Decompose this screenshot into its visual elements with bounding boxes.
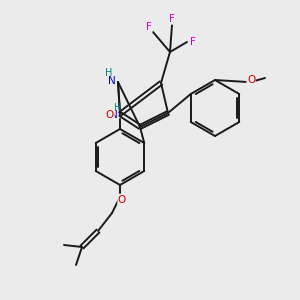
Text: N: N (110, 110, 118, 120)
Text: N: N (108, 76, 116, 86)
Text: O: O (247, 75, 255, 85)
Text: O: O (106, 110, 114, 120)
Text: F: F (146, 22, 152, 32)
Text: H: H (114, 103, 122, 113)
Text: H: H (105, 68, 113, 78)
Text: F: F (169, 14, 175, 24)
Text: F: F (190, 37, 196, 47)
Text: O: O (118, 195, 126, 205)
